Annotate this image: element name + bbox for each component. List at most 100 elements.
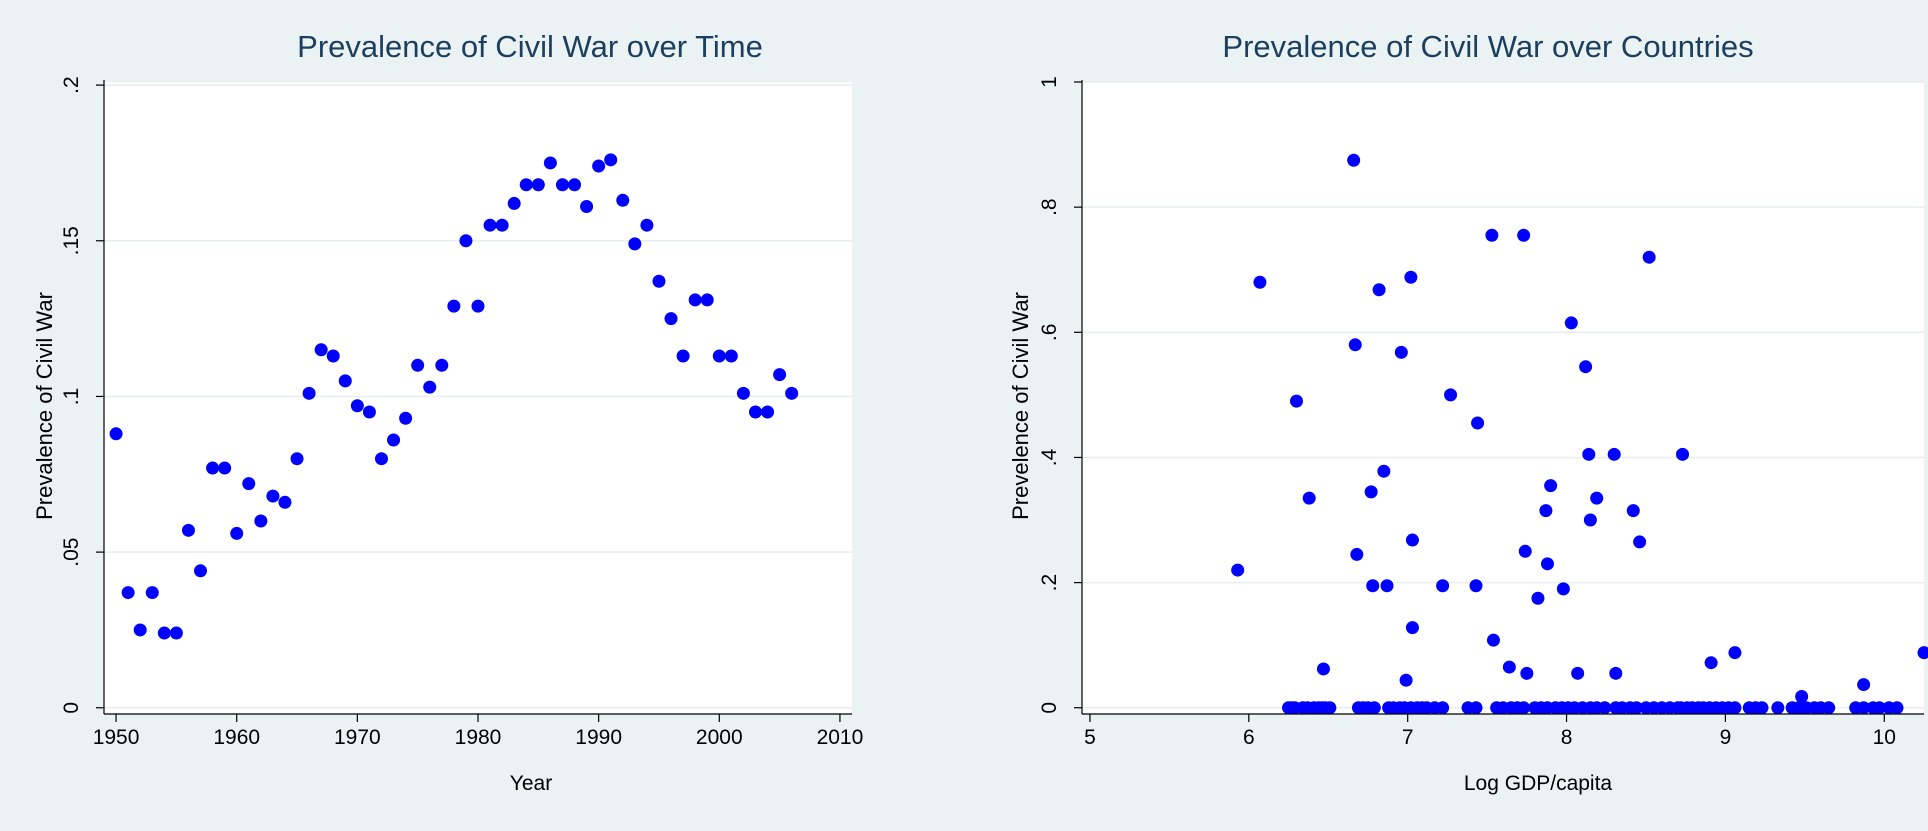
countries-data-point xyxy=(1873,701,1887,715)
time-chart-axes: 1950 1960 1970 1980 1990 2000 2010 0 .05 .1 .15 .2 xyxy=(60,76,863,749)
countries-data-point xyxy=(1289,394,1303,408)
countries-data-point xyxy=(1436,579,1450,593)
countries-data-point xyxy=(1917,646,1928,660)
countries-data-point xyxy=(1377,464,1391,478)
time-x-tick-label: 2000 xyxy=(696,726,743,749)
time-data-point xyxy=(290,452,304,466)
time-data-point xyxy=(724,349,738,363)
countries-data-point xyxy=(1598,701,1612,715)
countries-data-point xyxy=(1540,557,1554,571)
time-data-point xyxy=(519,178,533,192)
time-data-point xyxy=(616,193,630,207)
countries-x-tick-label: 8 xyxy=(1561,726,1573,749)
time-data-point xyxy=(568,178,582,192)
countries-data-point xyxy=(1571,666,1585,680)
time-data-point xyxy=(423,380,437,394)
countries-data-point xyxy=(1486,633,1500,647)
time-data-point xyxy=(435,358,449,372)
countries-data-point xyxy=(1469,579,1483,593)
countries-data-point xyxy=(1316,662,1330,676)
countries-data-point xyxy=(1609,666,1623,680)
countries-data-point xyxy=(1231,563,1245,577)
time-data-point xyxy=(447,299,461,313)
time-y-tick-label: .1 xyxy=(60,388,83,406)
countries-data-point xyxy=(1364,485,1378,499)
countries-data-point xyxy=(1517,701,1531,715)
countries-data-point xyxy=(1857,701,1871,715)
time-data-point xyxy=(652,274,666,288)
time-data-point xyxy=(543,156,557,170)
countries-x-tick-label: 9 xyxy=(1720,726,1732,749)
time-data-point xyxy=(507,196,521,210)
countries-chart-title: Prevalence of Civil War over Countries xyxy=(1222,29,1753,64)
time-chart-gridlines xyxy=(104,84,852,709)
time-data-point xyxy=(206,461,220,475)
time-data-point xyxy=(748,405,762,419)
time-data-point xyxy=(350,399,364,413)
countries-data-point xyxy=(1518,544,1532,558)
countries-chart-y-axis-label: Prevelence of Civil War xyxy=(1008,292,1033,520)
countries-data-point xyxy=(1590,491,1604,505)
countries-data-point xyxy=(1469,701,1483,715)
time-data-point xyxy=(604,153,618,167)
time-data-point xyxy=(169,626,183,640)
time-data-point xyxy=(785,386,799,400)
time-chart-points xyxy=(109,153,799,640)
time-x-tick-label: 1990 xyxy=(575,726,622,749)
countries-x-tick-label: 6 xyxy=(1243,726,1255,749)
time-data-point xyxy=(133,623,147,637)
time-y-tick-label: .2 xyxy=(60,76,83,94)
countries-data-point xyxy=(1436,701,1450,715)
time-data-point xyxy=(194,564,208,578)
time-data-point xyxy=(278,495,292,509)
countries-data-point xyxy=(1822,701,1836,715)
countries-chart-axes: 5 6 7 8 9 10 0 .2 .4 .6 .8 1 xyxy=(1038,76,1924,749)
countries-y-tick-label: .8 xyxy=(1038,198,1061,216)
time-y-tick-label: .15 xyxy=(60,226,83,255)
time-data-point xyxy=(761,405,775,419)
countries-data-point xyxy=(1444,388,1458,402)
countries-data-point xyxy=(1302,491,1316,505)
countries-data-point xyxy=(1728,701,1742,715)
countries-y-tick-label: .6 xyxy=(1038,324,1061,342)
time-data-point xyxy=(411,358,425,372)
countries-data-point xyxy=(1380,579,1394,593)
countries-data-point xyxy=(1857,678,1871,692)
time-x-tick-label: 1980 xyxy=(455,726,502,749)
countries-data-point xyxy=(1629,701,1643,715)
time-data-point xyxy=(688,293,702,307)
time-data-point xyxy=(181,523,195,537)
time-x-tick-label: 1960 xyxy=(213,726,260,749)
time-data-point xyxy=(109,427,123,441)
countries-data-point xyxy=(1579,360,1593,374)
time-data-point xyxy=(230,526,244,540)
countries-y-tick-label: .2 xyxy=(1038,574,1061,592)
time-data-point xyxy=(676,349,690,363)
countries-data-point xyxy=(1517,228,1531,242)
time-data-point xyxy=(338,374,352,388)
countries-data-point xyxy=(1485,228,1499,242)
time-data-point xyxy=(459,234,473,248)
countries-x-tick-label: 7 xyxy=(1402,726,1414,749)
countries-data-point xyxy=(1253,275,1267,289)
time-data-point xyxy=(592,159,606,173)
countries-data-point xyxy=(1347,153,1361,167)
countries-data-point xyxy=(1399,673,1413,687)
time-data-point xyxy=(145,586,159,600)
countries-data-point xyxy=(1704,656,1718,670)
countries-x-tick-label: 10 xyxy=(1873,726,1896,749)
countries-data-point xyxy=(1544,479,1558,493)
time-data-point xyxy=(218,461,232,475)
time-data-point xyxy=(254,514,268,528)
countries-data-point xyxy=(1676,447,1690,461)
countries-data-point xyxy=(1583,513,1597,527)
time-data-point xyxy=(700,293,714,307)
countries-data-point xyxy=(1405,533,1419,547)
countries-data-point xyxy=(1372,283,1386,297)
time-x-tick-label: 1970 xyxy=(334,726,381,749)
countries-data-point xyxy=(1755,701,1769,715)
countries-chart-points xyxy=(1231,153,1928,715)
countries-data-point xyxy=(1539,504,1553,518)
countries-data-point xyxy=(1728,646,1742,660)
countries-y-tick-label: 0 xyxy=(1038,702,1061,714)
